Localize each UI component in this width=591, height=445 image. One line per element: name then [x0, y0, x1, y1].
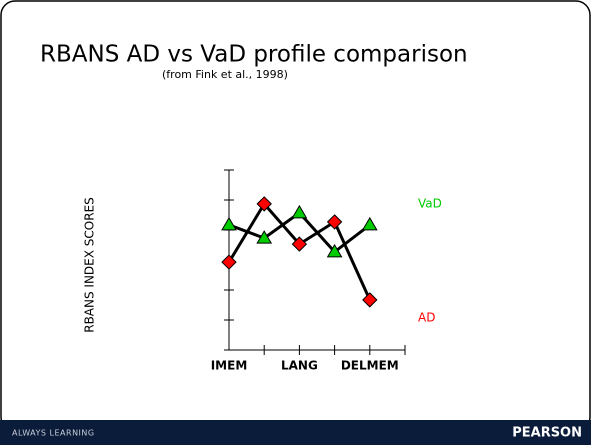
chart-title: RBANS AD vs VaD profile comparison: [40, 42, 468, 68]
y-axis-label: RBANS INDEX SCORES: [83, 197, 97, 333]
chart-subtitle: (from Fink et al., 1998): [162, 68, 288, 81]
x-tick-label: LANG: [281, 359, 318, 373]
x-tick-label: IMEM: [211, 359, 248, 373]
marker: [221, 254, 237, 270]
series-label: VaD: [418, 197, 442, 211]
marker: [256, 196, 272, 212]
marker: [362, 292, 378, 308]
marker: [361, 216, 378, 231]
footer-bar: [0, 420, 591, 445]
marker: [221, 216, 237, 231]
footer-left: ALWAYS LEARNING: [12, 429, 95, 438]
x-tick-label: DELMEM: [341, 359, 399, 373]
series-label: AD: [418, 311, 435, 325]
marker: [291, 204, 308, 219]
marker: [326, 214, 343, 230]
marker: [326, 243, 343, 258]
marker: [291, 236, 308, 252]
marker: [256, 230, 273, 244]
footer-right: PEARSON: [512, 426, 582, 441]
